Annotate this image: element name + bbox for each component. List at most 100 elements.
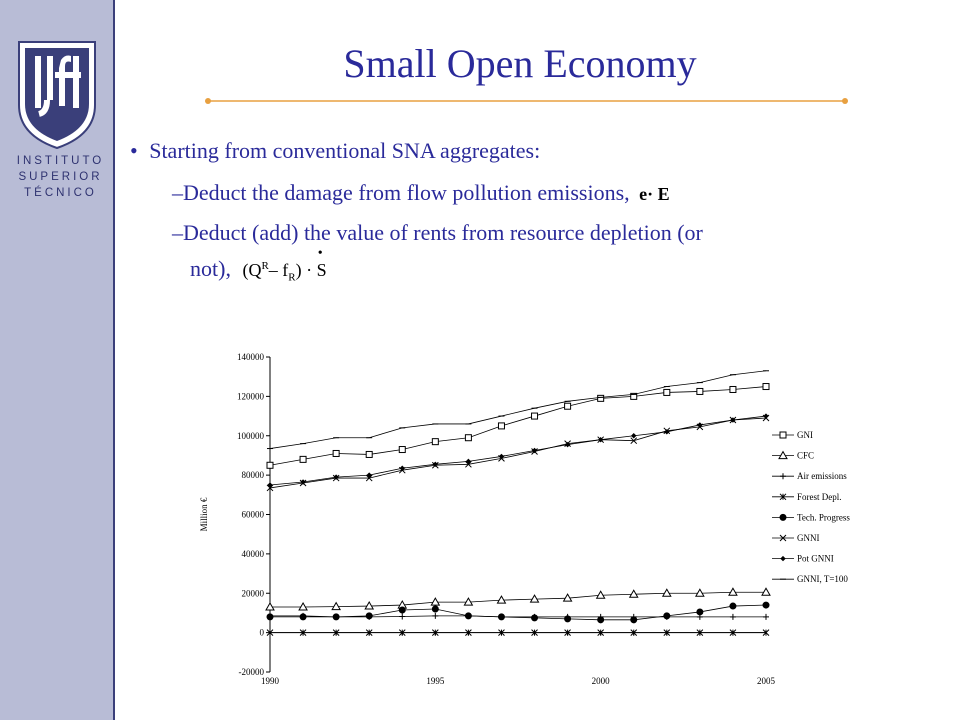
data-point bbox=[663, 612, 671, 620]
data-point bbox=[762, 629, 770, 636]
series-line bbox=[270, 604, 767, 621]
data-point bbox=[729, 385, 737, 393]
y-axis-label: Million € bbox=[199, 497, 209, 531]
data-point bbox=[729, 613, 736, 620]
data-point bbox=[730, 417, 736, 423]
data-point bbox=[597, 394, 605, 402]
y-tick-label: 80000 bbox=[242, 470, 265, 480]
sidebar-divider bbox=[113, 0, 115, 720]
data-point bbox=[431, 605, 439, 613]
data-point bbox=[531, 614, 539, 622]
data-point bbox=[729, 602, 737, 610]
data-point bbox=[331, 601, 341, 611]
data-point bbox=[663, 629, 671, 636]
data-point bbox=[398, 446, 406, 454]
data-point bbox=[432, 612, 439, 619]
data-point bbox=[564, 629, 571, 636]
data-point bbox=[399, 465, 405, 471]
data-point bbox=[432, 461, 439, 468]
sub-bullet-2: –Deduct (add) the value of rents from re… bbox=[172, 220, 703, 246]
data-point bbox=[597, 629, 605, 636]
data-point bbox=[630, 437, 638, 445]
formula-part: (Q bbox=[242, 260, 262, 280]
data-point bbox=[630, 616, 638, 624]
data-point bbox=[333, 474, 339, 480]
data-point bbox=[332, 449, 340, 457]
series-line bbox=[269, 415, 767, 486]
data-point bbox=[498, 629, 505, 636]
sub-bullet-2-text-line-2: not), bbox=[190, 256, 231, 281]
data-point bbox=[299, 629, 307, 636]
sub-bullet-2-text-line-1: Deduct (add) the value of rents from res… bbox=[183, 220, 703, 245]
data-point bbox=[697, 422, 703, 428]
data-point bbox=[498, 453, 505, 460]
sub-bullet-dash: – bbox=[172, 180, 183, 205]
legend-label: Air emissions bbox=[797, 471, 847, 481]
bullet-1: • Starting from conventional SNA aggrega… bbox=[130, 138, 540, 164]
series-line bbox=[269, 370, 767, 449]
data-point bbox=[365, 450, 373, 458]
legend-marker bbox=[778, 450, 788, 460]
data-point bbox=[531, 447, 538, 454]
bullet-1-text: Starting from conventional SNA aggregate… bbox=[149, 138, 541, 163]
legend-label: GNNI bbox=[797, 533, 820, 543]
data-point bbox=[332, 629, 340, 636]
data-point bbox=[465, 458, 472, 465]
data-point bbox=[398, 606, 406, 614]
series-line bbox=[269, 386, 767, 466]
legend-marker bbox=[780, 555, 786, 562]
legend-marker bbox=[779, 431, 787, 439]
legend-marker bbox=[779, 513, 787, 521]
data-point bbox=[696, 387, 704, 395]
data-point bbox=[465, 460, 472, 468]
data-point bbox=[728, 587, 738, 596]
data-point bbox=[763, 413, 769, 419]
data-point bbox=[628, 589, 639, 598]
data-point bbox=[265, 602, 275, 611]
data-point bbox=[762, 601, 770, 609]
y-tick-label: 120000 bbox=[237, 391, 265, 401]
legend-label: Pot GNNI bbox=[797, 554, 834, 564]
institute-name-line-2: SUPERIOR bbox=[18, 171, 103, 183]
formula-part: – f bbox=[268, 260, 289, 280]
y-tick-label: 20000 bbox=[242, 588, 265, 598]
data-point bbox=[562, 593, 573, 602]
data-point bbox=[399, 613, 406, 620]
legend-marker bbox=[780, 473, 786, 480]
y-tick-label: 60000 bbox=[242, 510, 265, 520]
series-line bbox=[270, 615, 766, 618]
formula-sub: R bbox=[288, 271, 296, 284]
data-point bbox=[431, 629, 439, 636]
x-tick-label: 2005 bbox=[757, 676, 776, 685]
data-point bbox=[696, 629, 704, 636]
data-point bbox=[661, 588, 672, 597]
data-point bbox=[497, 422, 505, 430]
data-point bbox=[531, 412, 539, 420]
data-point bbox=[763, 613, 769, 620]
rent-formula: (QR– fR) · S • bbox=[242, 246, 327, 284]
data-point bbox=[365, 612, 373, 620]
data-point bbox=[299, 455, 307, 463]
sub-bullet-dash: – bbox=[172, 220, 183, 245]
data-point bbox=[631, 433, 637, 439]
legend-label: Forest Depl. bbox=[797, 492, 842, 502]
y-tick-label: 100000 bbox=[237, 431, 265, 441]
data-point bbox=[266, 613, 274, 621]
line-chart: -20000 0 20000 40000 60000 80000 100000 120000 1… bbox=[199, 352, 850, 685]
data-point bbox=[300, 479, 306, 485]
legend-label: GNI bbox=[797, 430, 813, 440]
formula-part: ) · S bbox=[295, 260, 327, 280]
data-point bbox=[267, 482, 273, 488]
data-point bbox=[299, 613, 307, 621]
data-point bbox=[762, 383, 770, 391]
data-point bbox=[465, 629, 472, 636]
sub-bullet-2-continued: not), (QR– fR) · S • bbox=[190, 246, 327, 284]
data-point bbox=[630, 392, 638, 400]
legend-marker bbox=[779, 534, 787, 542]
y-tick-label: -20000 bbox=[239, 667, 265, 677]
data-point bbox=[332, 613, 340, 621]
data-point bbox=[597, 616, 605, 624]
data-point bbox=[266, 484, 274, 492]
ist-logo bbox=[18, 41, 96, 150]
data-point bbox=[464, 612, 472, 620]
